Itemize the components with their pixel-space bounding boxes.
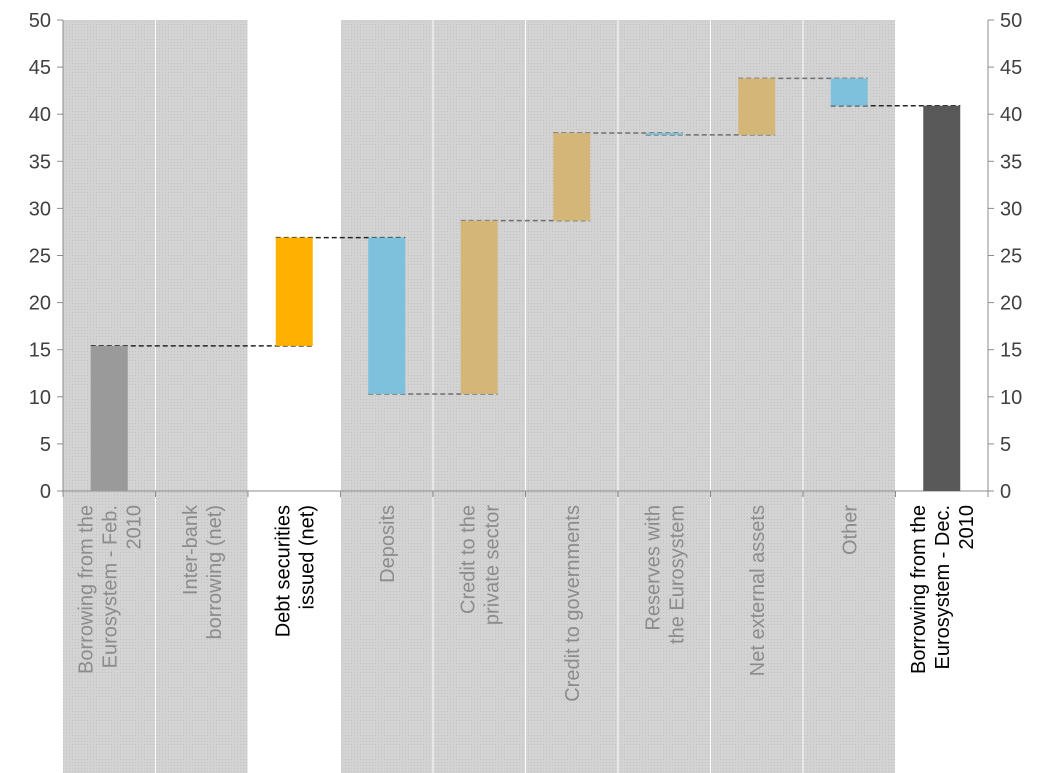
category-label: Borrowing from the Eurosystem - Feb. 2010 <box>75 505 145 674</box>
y-tick-label-right: 10 <box>1000 387 1022 409</box>
category-label: Debt securities issued (net) <box>272 505 318 637</box>
category-label-line: Credit to the <box>457 505 479 614</box>
category-label: Borrowing from the Eurosystem - Dec. 2010 <box>908 505 978 674</box>
y-tick-label-right: 15 <box>1000 340 1022 362</box>
category-label-line: Borrowing from the <box>908 505 930 674</box>
y-tick-label-left: 50 <box>29 10 51 32</box>
category-label-line: the Eurosystem <box>666 505 688 644</box>
category-label-line: issued (net) <box>296 505 318 610</box>
y-tick-label-right: 35 <box>1000 151 1022 173</box>
category-label-line: Inter-bank <box>180 504 202 595</box>
y-tick-label-right: 50 <box>1000 10 1022 32</box>
category-label: Net external assets <box>747 505 769 676</box>
y-tick-label-left: 40 <box>29 104 51 126</box>
category-label-line: Eurosystem - Dec. <box>932 505 954 669</box>
y-tick-label-left: 10 <box>29 387 51 409</box>
category-label-line: Deposits <box>377 505 399 583</box>
y-tick-label-right: 45 <box>1000 57 1022 79</box>
category-label: Credit to governments <box>562 505 584 702</box>
category-label-line: borrowing (net) <box>204 505 226 640</box>
y-tick-label-left: 5 <box>40 434 51 456</box>
y-tick-label-left: 0 <box>40 481 51 503</box>
y-tick-label-left: 35 <box>29 151 51 173</box>
y-tick-label-right: 25 <box>1000 246 1022 268</box>
category-label-line: 2010 <box>956 505 978 550</box>
y-tick-label-left: 20 <box>29 293 51 315</box>
bar-decrease <box>368 237 406 394</box>
bar-increase-highlight <box>275 237 313 346</box>
y-tick-label-right: 30 <box>1000 198 1022 220</box>
bar-decrease <box>645 133 683 135</box>
y-tick-label-right: 20 <box>1000 293 1022 315</box>
category-label-line: Reserves with <box>642 505 664 631</box>
category-label: Other <box>839 505 861 555</box>
category-label-line: Other <box>839 505 861 555</box>
category-label-line: Borrowing from the <box>75 505 97 674</box>
category-label-line: Net external assets <box>747 505 769 676</box>
category-label-line: Eurosystem - Feb. <box>99 505 121 668</box>
y-tick-label-right: 0 <box>1000 481 1011 503</box>
bar-total-start <box>90 345 128 491</box>
y-tick-label-left: 15 <box>29 340 51 362</box>
bar-total-end <box>923 105 961 492</box>
y-tick-label-right: 40 <box>1000 104 1022 126</box>
category-label-line: private sector <box>481 505 503 625</box>
category-label: Reserves with the Eurosystem <box>642 505 688 644</box>
category-label: Credit to the private sector <box>457 505 503 625</box>
category-label-line: Debt securities <box>272 505 294 637</box>
category-label: Inter-bank borrowing (net) <box>180 504 226 640</box>
bar-increase <box>553 133 591 221</box>
bar-decrease <box>830 78 868 106</box>
bar-increase <box>738 78 776 135</box>
y-tick-label-left: 25 <box>29 246 51 268</box>
y-tick-label-left: 30 <box>29 198 51 220</box>
category-label-line: Credit to governments <box>562 505 584 702</box>
y-tick-label-right: 5 <box>1000 434 1011 456</box>
bar-increase <box>460 220 498 394</box>
category-label: Deposits <box>377 505 399 583</box>
y-tick-label-left: 45 <box>29 57 51 79</box>
category-label-line: 2010 <box>123 505 145 550</box>
